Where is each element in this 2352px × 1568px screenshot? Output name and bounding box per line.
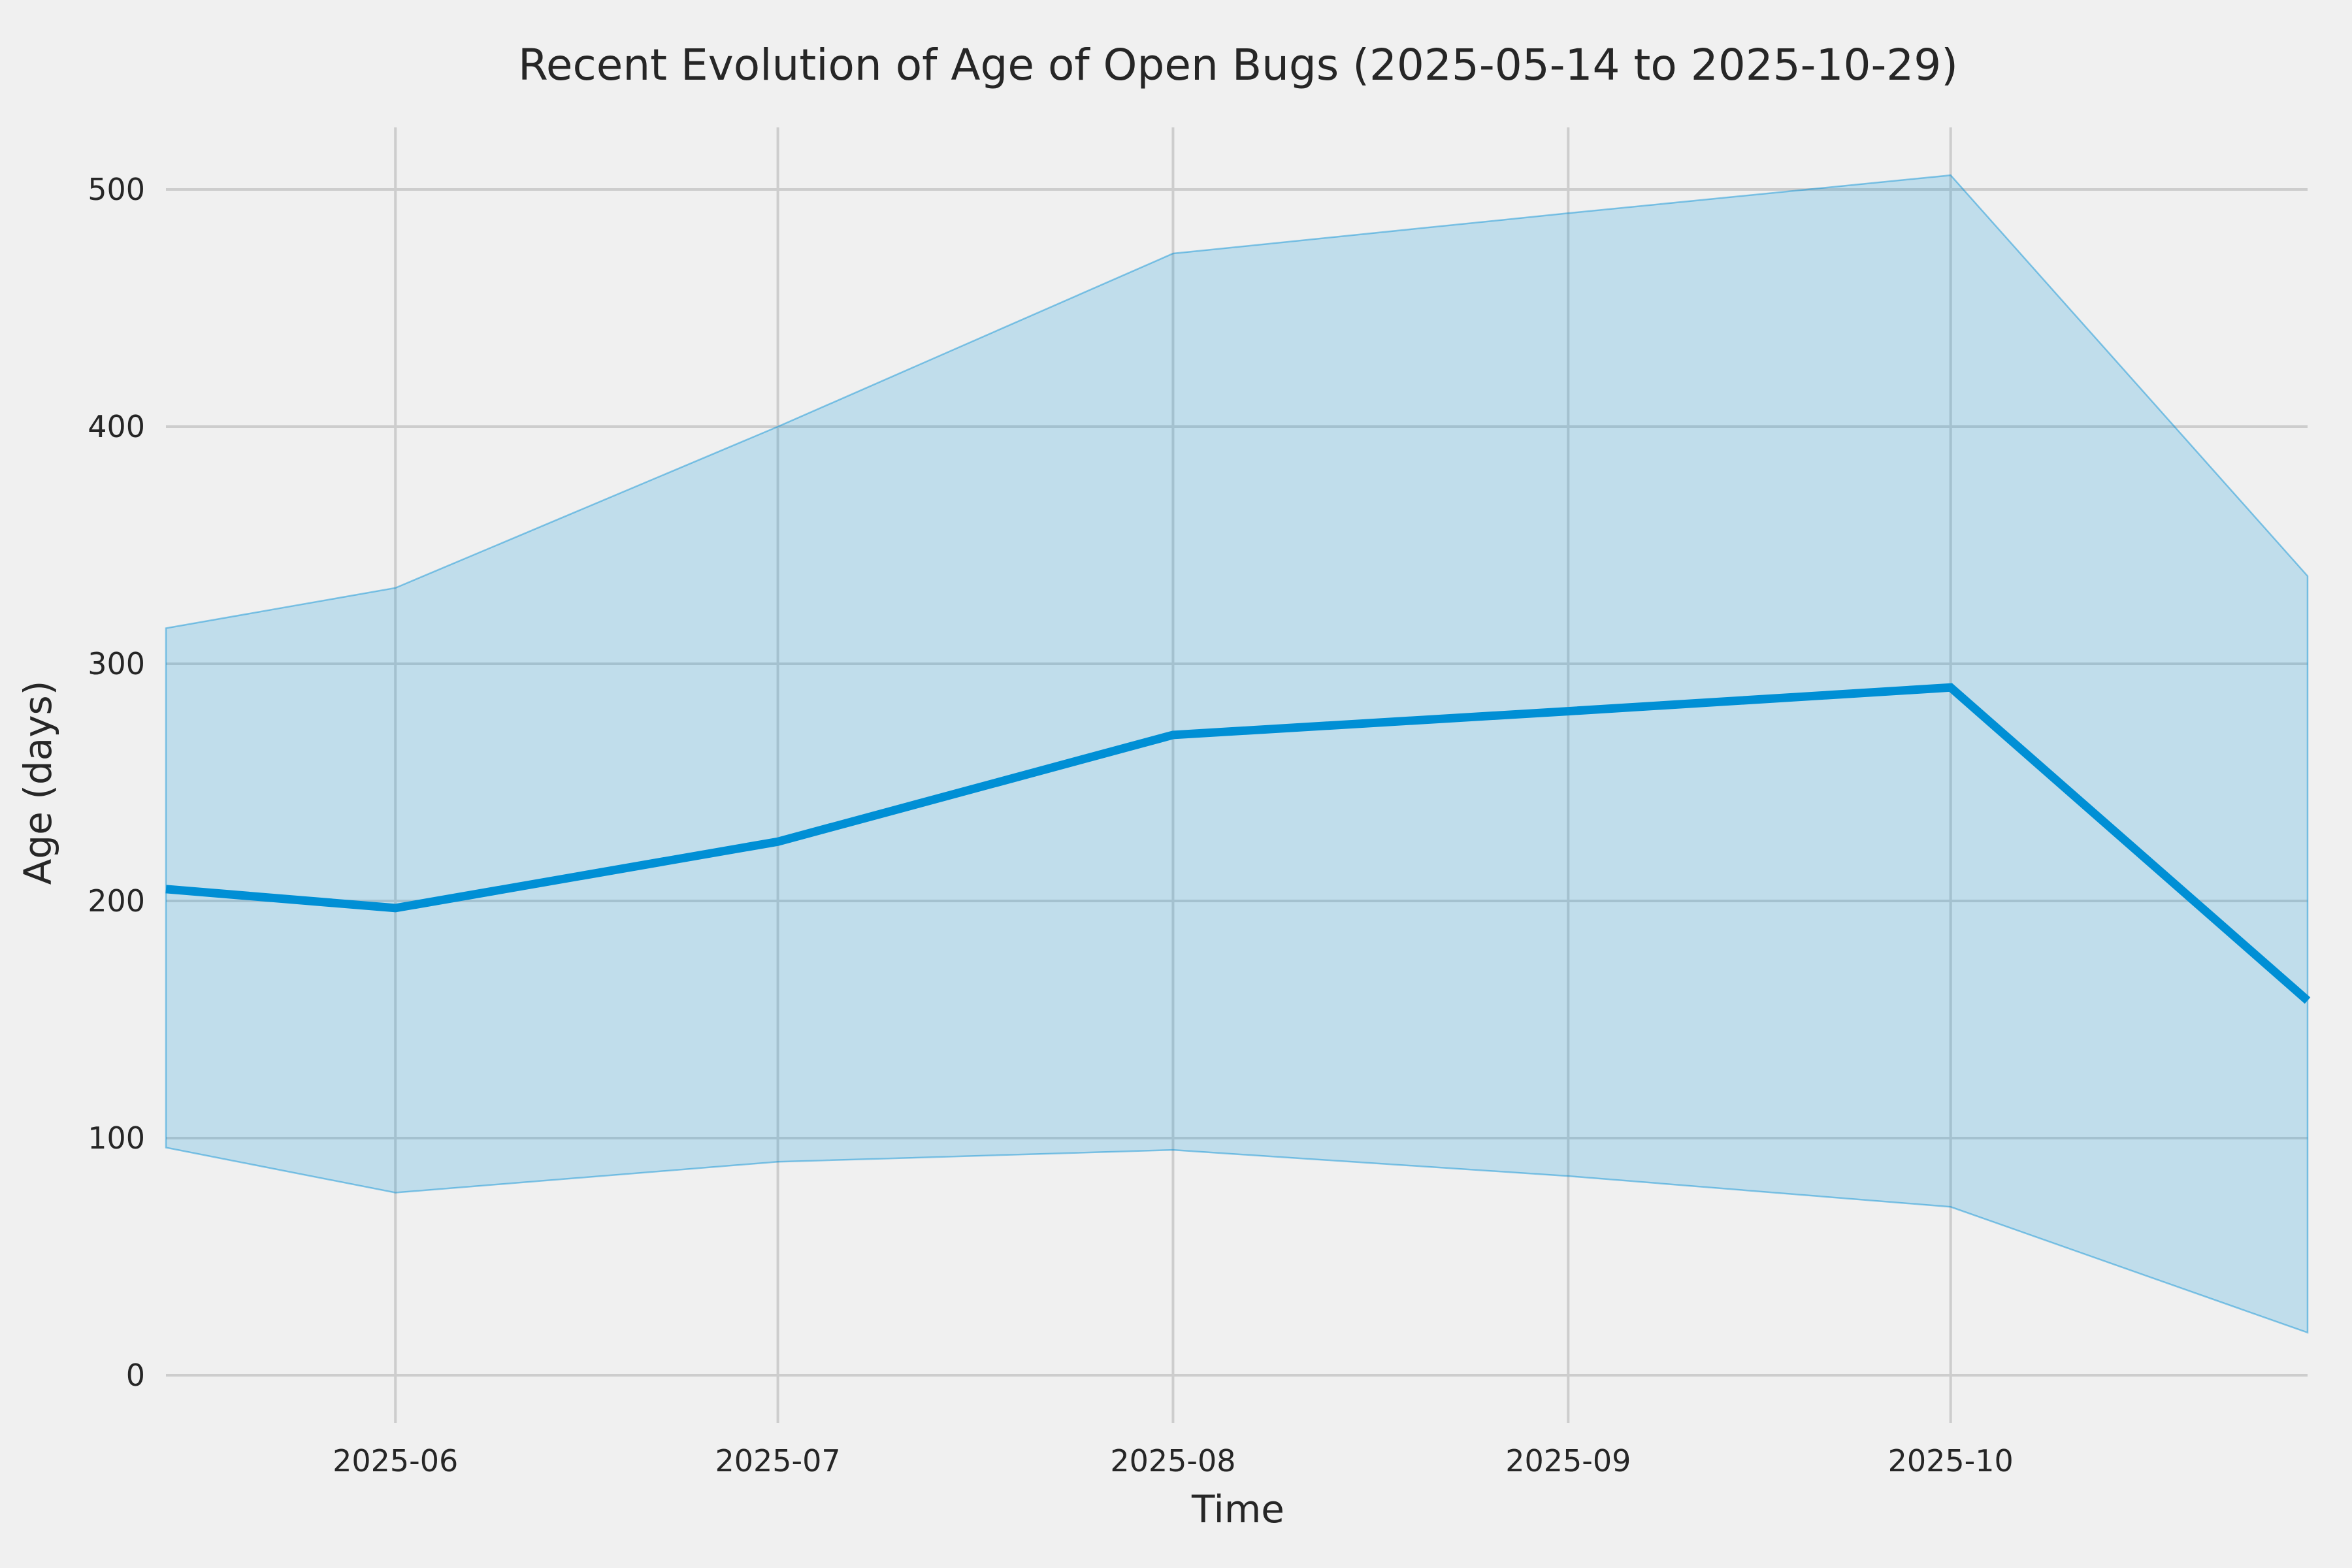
x-tick-2025-08: 2025-08 <box>1110 1443 1235 1478</box>
x-axis-label: Time <box>1191 1487 1284 1531</box>
age-range-band <box>165 174 2309 1334</box>
y-tick-0: 0 <box>126 1358 145 1393</box>
y-axis-label: Age (days) <box>16 681 60 885</box>
y-tick-400: 400 <box>88 409 145 444</box>
y-tick-500: 500 <box>88 172 145 207</box>
x-tick-2025-07: 2025-07 <box>715 1443 840 1478</box>
chart-title: Recent Evolution of Age of Open Bugs (20… <box>518 40 1958 90</box>
age-line-layer <box>165 683 2311 1004</box>
y-tick-300: 300 <box>88 646 145 681</box>
y-tick-200: 200 <box>88 883 145 919</box>
gridlines <box>166 127 2308 1423</box>
age-range-band-layer <box>165 174 2309 1334</box>
x-tick-2025-06: 2025-06 <box>333 1443 458 1478</box>
age-line <box>165 683 2311 1004</box>
x-tick-2025-10: 2025-10 <box>1888 1443 2014 1478</box>
tick-labels: 0 100 200 300 400 500 2025-06 2025-07 2025-08 202… <box>88 172 2014 1478</box>
x-tick-2025-09: 2025-09 <box>1505 1443 1631 1478</box>
y-tick-100: 100 <box>88 1120 145 1156</box>
